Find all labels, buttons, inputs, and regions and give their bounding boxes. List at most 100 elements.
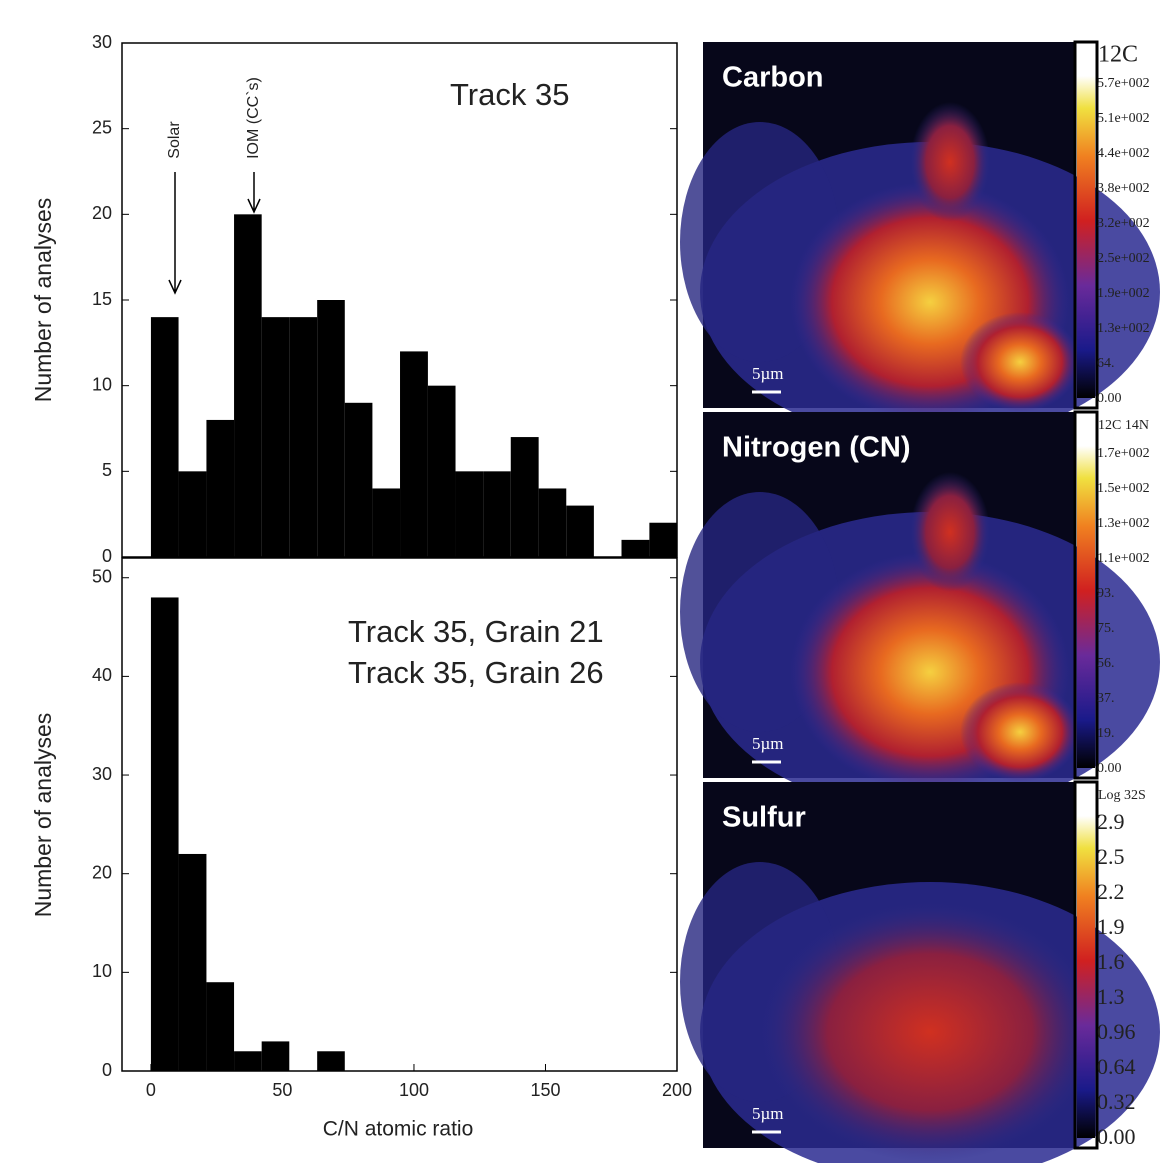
y-tick-label: 25 <box>92 117 112 137</box>
colorbar-label: 0.64 <box>1097 1054 1136 1079</box>
panel-title: Carbon <box>722 62 824 94</box>
bar <box>510 437 539 557</box>
y-tick-label: 0 <box>102 546 112 566</box>
x-tick-label: 100 <box>399 1080 429 1100</box>
colorbar-frame <box>1073 780 1099 1150</box>
colorbar-label: 1.1e+002 <box>1097 551 1150 566</box>
x-tick-label: 200 <box>662 1080 692 1100</box>
image-blob <box>960 682 1080 782</box>
y-tick-label: 15 <box>92 289 112 309</box>
y-tick-label: 0 <box>102 1060 112 1080</box>
colorbar-label: 4.4e+002 <box>1097 146 1150 161</box>
bar <box>234 214 262 558</box>
bar <box>455 471 484 557</box>
y-tick-label: 50 <box>92 566 112 586</box>
chart-label: Track 35, Grain 21 <box>348 614 604 649</box>
arrows <box>168 172 261 295</box>
y-tick-label: 20 <box>92 203 112 223</box>
colorbar-title: Log 32S <box>1098 788 1146 803</box>
colorbar-label: 19. <box>1097 726 1115 741</box>
colorbar-label: 2.2 <box>1097 879 1125 904</box>
y-axis-label: Number of analyses <box>30 713 56 918</box>
scale-label: 5µm <box>752 364 784 383</box>
chart-label: Track 35, Grain 26 <box>348 655 604 690</box>
colorbar-label: 37. <box>1097 691 1115 706</box>
scale-label: 5µm <box>752 734 784 753</box>
bar <box>178 853 207 1071</box>
colorbar-label: 2.5e+002 <box>1097 251 1150 266</box>
bar <box>649 522 677 557</box>
scale-label: 5µm <box>752 1104 784 1123</box>
panel-title: Sulfur <box>722 802 806 834</box>
annotation: IOM (CC`s) <box>245 77 262 159</box>
colorbar-label: 3.8e+002 <box>1097 181 1150 196</box>
colorbar <box>1077 76 1095 398</box>
colorbar-label: 1.6 <box>1097 949 1125 974</box>
colorbar-label: 1.7e+002 <box>1097 446 1150 461</box>
y-axis-label: Number of analyses <box>30 198 56 403</box>
colorbar-label: 0.32 <box>1097 1089 1136 1114</box>
colorbar-label: 0.00 <box>1097 761 1122 776</box>
y-tick-label: 20 <box>92 862 112 882</box>
bar <box>566 505 594 557</box>
colorbar <box>1077 446 1095 768</box>
bar <box>427 385 456 557</box>
colorbar-label: 1.3e+002 <box>1097 516 1150 531</box>
bar <box>289 317 318 557</box>
colorbar-label: 5.1e+002 <box>1097 111 1150 126</box>
colorbar-label: 75. <box>1097 621 1115 636</box>
annotation: Solar <box>166 121 183 159</box>
x-axis-label: C/N atomic ratio <box>323 1118 474 1141</box>
colorbar <box>1077 816 1095 1138</box>
y-tick-label: 30 <box>92 32 112 52</box>
bar <box>317 1051 345 1071</box>
bar <box>206 982 235 1071</box>
chart-label: Track 35 <box>450 77 569 112</box>
bar <box>261 317 290 557</box>
y-tick-label: 5 <box>102 460 112 480</box>
colorbar-label: 5.7e+002 <box>1097 76 1150 91</box>
bar <box>621 539 650 557</box>
colorbar-label: 0.00 <box>1097 391 1122 406</box>
colorbar-label: 64. <box>1097 356 1115 371</box>
colorbar-label: 1.9 <box>1097 914 1125 939</box>
solar-arrow <box>168 172 182 295</box>
colorbar-label: 1.5e+002 <box>1097 481 1150 496</box>
colorbar-label: 0.96 <box>1097 1019 1136 1044</box>
colorbar-title: 12C <box>1098 42 1138 68</box>
bar <box>150 317 179 557</box>
image-blob <box>910 102 990 222</box>
colorbar-label: 0.00 <box>1097 1124 1136 1149</box>
y-tick-label: 10 <box>92 961 112 981</box>
colorbar-label: 93. <box>1097 586 1115 601</box>
panel-title: Nitrogen (CN) <box>722 432 910 464</box>
colorbar-frame <box>1073 410 1099 780</box>
bar <box>344 402 373 557</box>
bar <box>261 1041 290 1071</box>
colorbar-label: 1.3e+002 <box>1097 321 1150 336</box>
bar <box>400 351 428 557</box>
colorbar-frame <box>1073 40 1099 410</box>
colorbar-label: 2.5 <box>1097 844 1125 869</box>
image-blob <box>910 472 990 592</box>
x-tick-label: 150 <box>530 1080 560 1100</box>
y-tick-label: 10 <box>92 374 112 394</box>
bar <box>206 419 235 557</box>
x-tick-label: 0 <box>146 1080 156 1100</box>
plot-frame <box>121 557 678 1072</box>
colorbar-title: 12C 14N <box>1098 418 1149 433</box>
bar <box>483 471 511 557</box>
colorbar-label: 2.9 <box>1097 809 1125 834</box>
bar <box>150 597 179 1071</box>
bar <box>372 488 401 557</box>
bar <box>317 300 345 557</box>
bar <box>538 488 567 557</box>
y-tick-label: 30 <box>92 764 112 784</box>
colorbar-label: 1.3 <box>1097 984 1125 1009</box>
plot-frame <box>121 42 678 558</box>
image-blob <box>760 902 1100 1162</box>
x-tick-label: 50 <box>272 1080 292 1100</box>
colorbar-label: 1.9e+002 <box>1097 286 1150 301</box>
image-blob <box>960 312 1080 412</box>
